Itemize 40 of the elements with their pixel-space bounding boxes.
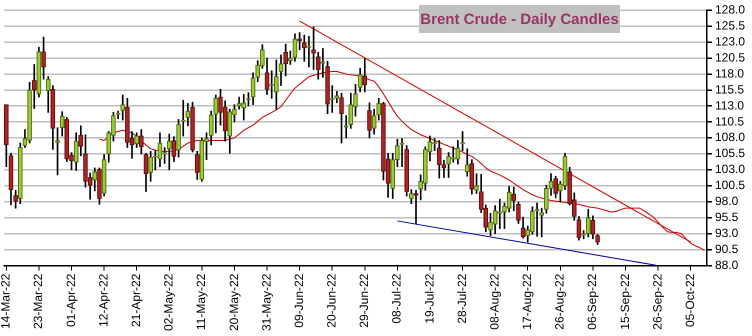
y-tick-label: 95.5 (714, 210, 739, 224)
y-tick-label: 118.0 (714, 66, 744, 80)
x-tick-label: 08-Aug-22 (487, 273, 502, 330)
y-tick-label: 93.0 (714, 226, 739, 240)
x-tick-label: 29-Jun-22 (357, 273, 372, 328)
x-tick-label: 12-Apr-22 (96, 273, 110, 328)
x-tick-label: 20-Jun-22 (324, 273, 339, 328)
x-tick-label: 02-May-22 (162, 273, 176, 331)
x-tick-label: 05-Oct-22 (682, 273, 697, 327)
y-tick-label: 120.5 (714, 50, 746, 64)
y-tick-label: 105.5 (714, 146, 746, 160)
y-tick-label: 90.5 (714, 242, 739, 256)
x-tick-label: 01-Apr-22 (64, 273, 78, 328)
x-tick-label: 15-Sep-22 (618, 273, 632, 330)
y-tick-label: 128.0 (714, 2, 746, 17)
x-tick-label: 08-Jul-22 (390, 273, 404, 324)
y-tick-label: 110.5 (714, 114, 744, 128)
y-tick-label: 108.0 (714, 130, 746, 144)
x-tick-label: 14-Mar-22 (0, 273, 13, 329)
y-tick-label: 113.0 (714, 98, 744, 112)
y-tick-label: 103.0 (714, 162, 746, 176)
x-tick-label: 28-Jul-22 (454, 273, 469, 324)
y-tick-label: 98.0 (714, 194, 739, 208)
x-tick-label: 09-Jun-22 (292, 273, 306, 328)
x-tick-label: 19-Jul-22 (422, 273, 436, 324)
x-tick-label: 23-Mar-22 (31, 273, 46, 329)
x-tick-label: 17-Aug-22 (520, 273, 534, 330)
y-tick-label: 100.5 (714, 178, 746, 192)
x-tick-label: 06-Sep-22 (585, 273, 600, 330)
x-tick-label: 26-Sep-22 (650, 273, 664, 330)
x-tick-label: 11-May-22 (194, 273, 208, 330)
x-tick-label: 20-May-22 (226, 273, 241, 331)
x-tick-label: 31-May-22 (259, 273, 274, 331)
x-tick-label: 26-Aug-22 (552, 273, 567, 330)
y-tick-label: 125.5 (714, 18, 746, 32)
y-tick-label: 88.0 (714, 258, 739, 272)
x-tick-label: 21-Apr-22 (128, 273, 143, 328)
y-tick-label: 123.0 (714, 34, 746, 48)
y-tick-label: 115.5 (714, 82, 744, 96)
chart-title: Brent Crude - Daily Candles (419, 5, 620, 33)
